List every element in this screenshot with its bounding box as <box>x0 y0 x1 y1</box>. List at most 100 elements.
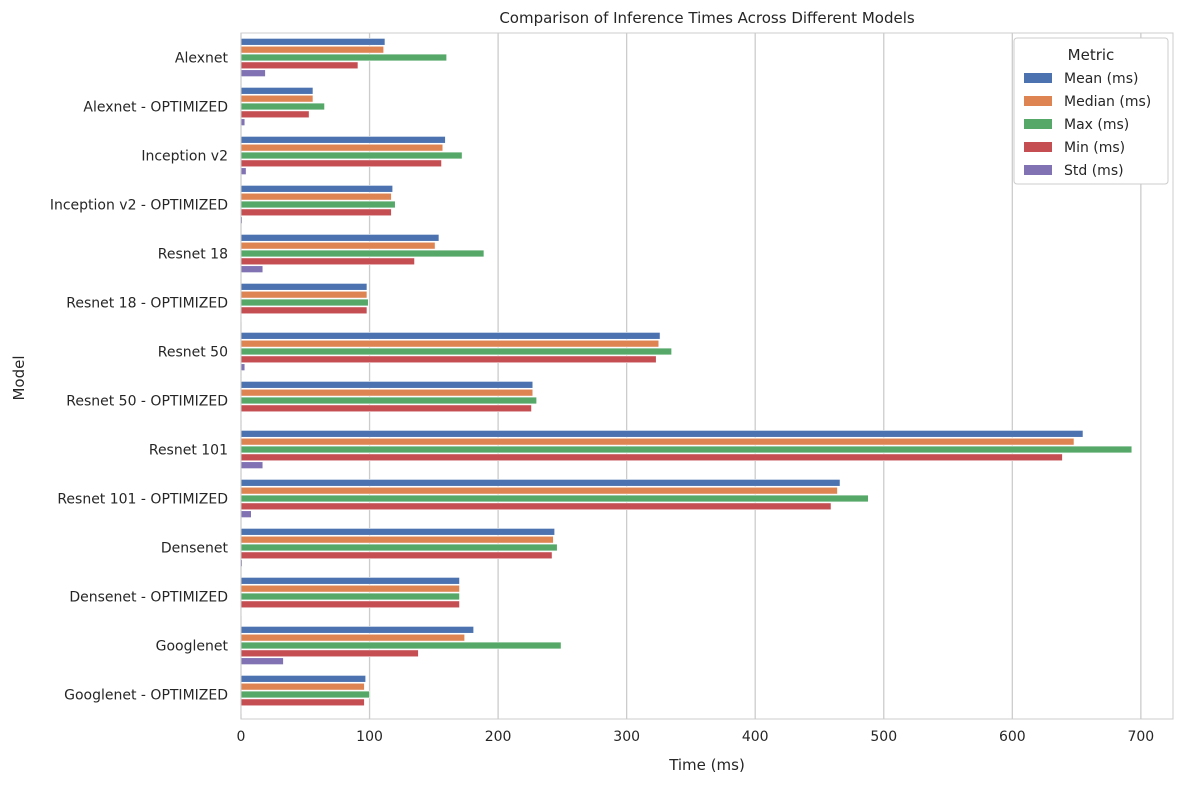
y-tick-label: Densenet - OPTIMIZED <box>69 590 228 606</box>
bar <box>240 167 247 175</box>
bar <box>240 69 266 77</box>
y-tick-label: Resnet 18 <box>158 247 228 263</box>
x-tick-label: 200 <box>485 729 512 745</box>
bar <box>240 592 460 601</box>
bar <box>240 682 365 691</box>
bar <box>240 381 534 389</box>
bar <box>240 102 325 111</box>
bar <box>240 649 419 658</box>
bar <box>240 551 553 560</box>
bar <box>240 528 555 536</box>
y-tick-label: Inception v2 - OPTIMIZED <box>50 198 228 214</box>
y-tick-label: Resnet 50 - OPTIMIZED <box>66 394 228 410</box>
bar <box>240 61 359 70</box>
bar <box>240 430 1084 438</box>
bar <box>240 332 661 340</box>
legend-swatch <box>1024 119 1052 129</box>
y-tick-label: Alexnet - OPTIMIZED <box>83 100 228 116</box>
legend: Metric Mean (ms) Median (ms) Max (ms) Min (… <box>1013 37 1169 185</box>
y-tick-label: Resnet 101 - OPTIMIZED <box>57 492 228 508</box>
legend-swatch <box>1024 165 1052 175</box>
bar <box>240 136 446 144</box>
legend-label: Max (ms) <box>1064 117 1129 133</box>
bar <box>240 486 838 495</box>
bar <box>240 110 310 119</box>
legend-swatch <box>1024 142 1052 152</box>
bar <box>240 87 314 95</box>
bar <box>240 241 436 250</box>
bar <box>240 234 440 242</box>
bar <box>240 38 386 46</box>
bar <box>240 445 1133 454</box>
bar <box>240 94 314 103</box>
bar <box>240 577 460 585</box>
legend-title: Metric <box>1068 46 1115 64</box>
plot-frame <box>240 32 1174 720</box>
legend-swatch <box>1024 73 1052 83</box>
bar <box>240 388 534 397</box>
bar <box>240 675 366 683</box>
bar <box>240 641 562 650</box>
y-tick-label: Resnet 18 - OPTIMIZED <box>66 296 228 312</box>
bar <box>240 502 832 511</box>
bar <box>240 290 368 299</box>
y-axis-label: Model <box>10 355 28 400</box>
bar <box>240 690 370 699</box>
y-tick-label: Googlenet <box>156 639 229 655</box>
x-tick-label: 100 <box>356 729 383 745</box>
bar <box>240 510 252 518</box>
bar <box>240 657 284 665</box>
legend-label: Std (ms) <box>1064 163 1124 179</box>
y-tick-label: Inception v2 <box>141 149 228 165</box>
bar <box>240 283 368 291</box>
bar <box>240 543 558 552</box>
bar <box>240 355 657 364</box>
bar <box>240 159 442 168</box>
x-tick-label: 400 <box>742 729 769 745</box>
y-tick-label: Resnet 101 <box>149 443 228 459</box>
x-tick-label: 300 <box>613 729 640 745</box>
bar <box>240 249 485 258</box>
bar <box>240 600 460 609</box>
bar <box>240 208 392 217</box>
bar <box>240 633 465 642</box>
x-tick-labels: 0 100 200 300 400 500 600 700 <box>237 729 1155 745</box>
bar <box>240 347 672 356</box>
legend-box <box>1013 37 1169 185</box>
bar <box>240 535 554 544</box>
y-tick-label: Alexnet <box>175 51 229 67</box>
bar <box>240 453 1063 462</box>
bar <box>240 45 384 54</box>
bar <box>240 151 463 160</box>
bar <box>240 185 393 193</box>
bar <box>240 53 447 62</box>
bar <box>240 339 660 348</box>
bar <box>240 298 369 307</box>
bar <box>240 363 246 371</box>
bar <box>240 143 444 152</box>
legend-items: Mean (ms) Median (ms) Max (ms) Min (ms) Std … <box>1024 71 1151 179</box>
bar <box>240 461 264 469</box>
bar <box>240 494 869 503</box>
legend-label: Min (ms) <box>1064 140 1125 156</box>
bar <box>240 437 1075 446</box>
bar <box>240 265 264 273</box>
legend-label: Median (ms) <box>1064 94 1151 110</box>
bar <box>240 698 365 707</box>
legend-swatch <box>1024 96 1052 106</box>
x-axis-label: Time (ms) <box>668 756 745 774</box>
x-tick-label: 700 <box>1127 729 1154 745</box>
bar <box>240 306 368 315</box>
chart-title: Comparison of Inference Times Across Dif… <box>499 9 915 27</box>
legend-label: Mean (ms) <box>1064 71 1138 87</box>
y-tick-label: Densenet <box>161 541 229 557</box>
bar <box>240 626 474 634</box>
bars-layer <box>240 38 1133 714</box>
x-tick-label: 500 <box>870 729 897 745</box>
y-tick-label: Googlenet - OPTIMIZED <box>64 688 228 704</box>
y-tick-labels: Alexnet Alexnet - OPTIMIZED Inception v2 In… <box>50 51 229 704</box>
bar <box>240 479 841 487</box>
